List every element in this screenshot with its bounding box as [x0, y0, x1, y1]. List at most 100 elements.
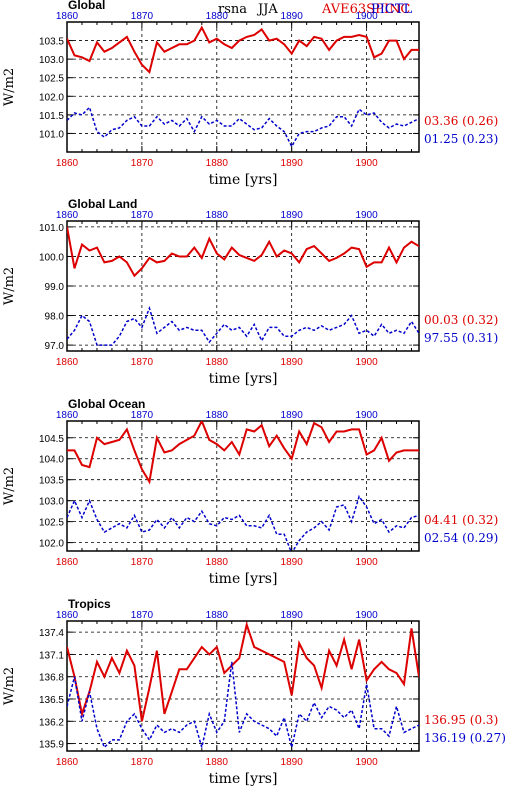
- control-series-line: [67, 105, 419, 148]
- y-tick-label: 102.0: [39, 92, 64, 103]
- y-tick-label: 102.5: [39, 74, 64, 85]
- y-tick-label: 104.0: [39, 455, 64, 466]
- x-tick-label-top: 1880: [206, 610, 229, 621]
- x-tick-label-top: 1880: [206, 410, 229, 421]
- y-tick-label: 97.0: [45, 341, 65, 352]
- x-tick-label-bottom: 1860: [56, 357, 79, 368]
- x-tick-label-bottom: 1890: [281, 357, 304, 368]
- x-tick-label-bottom: 1900: [355, 158, 378, 169]
- x-axis-label: time [yrs]: [209, 771, 278, 787]
- y-axis-label: W/m2: [2, 667, 17, 705]
- x-tick-label-bottom: 1870: [131, 158, 154, 169]
- x-tick-label-bottom: 1900: [355, 357, 378, 368]
- x-tick-label-top: 1860: [56, 11, 79, 22]
- x-tick-label-bottom: 1890: [281, 557, 304, 568]
- x-tick-label-top: 1870: [131, 610, 154, 621]
- y-tick-label: 101.0: [39, 223, 64, 234]
- experiment-stat-label: 136.95 (0.3): [424, 713, 498, 727]
- x-axis-label: time [yrs]: [209, 571, 278, 587]
- x-tick-label-top: 1870: [131, 210, 154, 221]
- y-tick-label: 100.0: [39, 252, 64, 263]
- y-axis-label: W/m2: [2, 267, 17, 305]
- experiment-series-line: [67, 421, 419, 485]
- x-tick-label-bottom: 1860: [56, 557, 79, 568]
- x-tick-label-top: 1860: [56, 610, 79, 621]
- x-tick-label-bottom: 1870: [131, 557, 154, 568]
- x-tick-label-bottom: 1880: [206, 757, 229, 768]
- experiment-series-line: [67, 226, 419, 278]
- experiment-series-line: [67, 621, 419, 722]
- panel-title: Global Land: [68, 197, 137, 211]
- y-tick-label: 101.0: [39, 129, 64, 140]
- experiment-label: AVE63SPINC: [321, 2, 410, 17]
- plot-frame: [66, 420, 420, 552]
- y-tick-label: 103.5: [39, 37, 64, 48]
- y-tick-label: 135.9: [39, 740, 64, 751]
- y-tick-label: 136.5: [39, 695, 64, 706]
- x-tick-label-top: 1900: [355, 210, 378, 221]
- y-axis-label: W/m2: [2, 68, 17, 106]
- control-series-line: [67, 305, 419, 346]
- x-tick-label-bottom: 1860: [56, 757, 79, 768]
- experiment-stat-label: 00.03 (0.32): [424, 313, 498, 327]
- panel-4: Tropics186018601870187018801880189018901…: [2, 597, 506, 787]
- control-series-line: [67, 661, 419, 749]
- y-tick-label: 101.5: [39, 111, 64, 122]
- plot-frame: [66, 620, 420, 752]
- y-axis-label: W/m2: [2, 467, 17, 505]
- y-tick-label: 103.0: [39, 55, 64, 66]
- x-tick-label-bottom: 1900: [355, 757, 378, 768]
- panel-1: Global1860186018701870188018801890189019…: [2, 0, 498, 188]
- x-tick-label-top: 1870: [131, 410, 154, 421]
- y-tick-label: 104.5: [39, 434, 64, 445]
- x-tick-label-bottom: 1870: [131, 357, 154, 368]
- x-tick-label-bottom: 1890: [281, 757, 304, 768]
- control-stat-label: 136.19 (0.27): [424, 731, 506, 745]
- panel-3: Global Ocean1860186018701870188018801890…: [2, 397, 498, 587]
- y-tick-label: 137.1: [39, 650, 64, 661]
- x-tick-label-bottom: 1880: [206, 158, 229, 169]
- x-tick-label-top: 1860: [56, 210, 79, 221]
- control-stat-label: 02.54 (0.29): [424, 531, 498, 545]
- x-tick-label-bottom: 1880: [206, 557, 229, 568]
- x-tick-label-top: 1890: [281, 610, 304, 621]
- variable-label: rsna: [218, 2, 247, 17]
- x-tick-label-top: 1880: [206, 11, 229, 22]
- y-tick-label: 103.5: [39, 476, 64, 487]
- x-axis-label: time [yrs]: [209, 172, 278, 188]
- y-tick-label: 99.0: [45, 282, 65, 293]
- panel-title: Tropics: [68, 597, 111, 611]
- panel-2: Global Land18601860187018701880188018901…: [2, 197, 498, 387]
- x-tick-label-bottom: 1880: [206, 357, 229, 368]
- y-tick-label: 98.0: [45, 312, 65, 323]
- x-tick-label-bottom: 1870: [131, 757, 154, 768]
- plot-frame: [66, 21, 420, 153]
- season-label: JJA: [256, 2, 278, 17]
- x-tick-label-top: 1890: [281, 11, 304, 22]
- x-axis-label: time [yrs]: [209, 371, 278, 387]
- x-tick-label-top: 1870: [131, 11, 154, 22]
- control-stat-label: 01.25 (0.23): [424, 132, 498, 146]
- control-series-line: [67, 494, 419, 551]
- y-tick-label: 103.0: [39, 497, 64, 508]
- x-tick-label-top: 1890: [281, 210, 304, 221]
- x-tick-label-bottom: 1900: [355, 557, 378, 568]
- control-stat-label: 97.55 (0.31): [424, 331, 498, 345]
- x-tick-label-bottom: 1890: [281, 158, 304, 169]
- y-tick-label: 136.2: [39, 717, 64, 728]
- x-tick-label-top: 1860: [56, 410, 79, 421]
- y-tick-label: 102.5: [39, 518, 64, 529]
- x-tick-label-bottom: 1860: [56, 158, 79, 169]
- x-tick-label-top: 1890: [281, 410, 304, 421]
- x-tick-label-top: 1900: [355, 610, 378, 621]
- y-tick-label: 137.4: [39, 628, 64, 639]
- y-tick-label: 102.0: [39, 539, 64, 550]
- experiment-series-line: [67, 25, 419, 75]
- panel-title: Global Ocean: [68, 397, 145, 411]
- experiment-stat-label: 04.41 (0.32): [424, 513, 498, 527]
- panel-title: Global: [68, 0, 105, 12]
- x-tick-label-top: 1900: [355, 410, 378, 421]
- x-tick-label-top: 1900: [355, 11, 378, 22]
- experiment-stat-label: 03.36 (0.26): [424, 114, 498, 128]
